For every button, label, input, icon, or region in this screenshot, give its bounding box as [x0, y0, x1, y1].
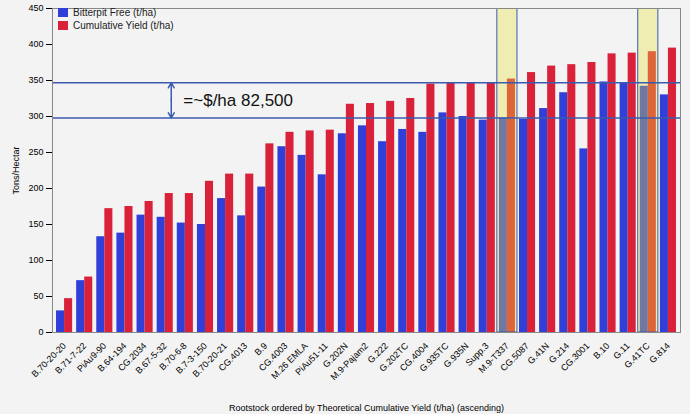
svg-text:450: 450 [28, 3, 43, 13]
svg-text:B.71-7-22: B.71-7-22 [53, 340, 89, 376]
svg-text:CG.5087: CG.5087 [498, 341, 531, 374]
svg-text:200: 200 [28, 183, 43, 193]
svg-text:PiAu9-90: PiAu9-90 [75, 340, 109, 374]
svg-text:=~$/ha 82,500: =~$/ha 82,500 [183, 91, 293, 110]
svg-text:B.7-3-150: B.7-3-150 [173, 340, 209, 376]
svg-text:B.70-6-8: B.70-6-8 [157, 340, 189, 373]
html-text:Cumulative Yield (t/ha): Cumulative Yield (t/ha) [73, 20, 174, 31]
svg-text:B.70-20-21: B.70-20-21 [190, 340, 230, 380]
svg-text:CG.4003: CG.4003 [256, 340, 290, 374]
svg-text:G.41TC: G.41TC [622, 340, 652, 370]
svg-text:M.9-T337: M.9-T337 [476, 340, 511, 375]
svg-text:Supp.3: Supp.3 [463, 340, 491, 368]
svg-text:M.9-Pajam2: M.9-Pajam2 [329, 341, 370, 382]
svg-text:CG.3001: CG.3001 [559, 341, 592, 374]
svg-text:400: 400 [28, 39, 43, 49]
svg-text:G.202N: G.202N [320, 340, 350, 370]
svg-text:G.202TC: G.202TC [377, 340, 411, 374]
svg-text:B.10: B.10 [591, 341, 611, 361]
svg-text:50: 50 [33, 291, 43, 301]
svg-text:CG.2034: CG.2034 [116, 340, 149, 374]
svg-text:CG.4013: CG.4013 [217, 341, 250, 374]
svg-text:PiAu51-11: PiAu51-11 [293, 340, 330, 377]
svg-text:100: 100 [28, 255, 43, 265]
html-text:Bitterpit Free (t/ha): Bitterpit Free (t/ha) [73, 7, 157, 18]
svg-text:G.222: G.222 [365, 340, 391, 366]
svg-text:0: 0 [38, 327, 43, 337]
svg-text:Tons/Hectar: Tons/Hectar [11, 146, 21, 194]
svg-text:G.11: G.11 [611, 340, 632, 362]
svg-text:G.41N: G.41N [526, 341, 551, 366]
svg-text:M.26 EMLA: M.26 EMLA [269, 340, 310, 381]
svg-text:B.9: B.9 [253, 341, 270, 358]
svg-text:G.935N: G.935N [442, 341, 471, 370]
svg-text:Rootstock ordered by Theoretic: Rootstock ordered by Theoretical Cumulat… [229, 403, 504, 413]
svg-text:150: 150 [28, 219, 43, 229]
svg-text:G.935TC: G.935TC [418, 340, 451, 373]
svg-text:G.214: G.214 [546, 340, 572, 366]
svg-text:B.64-194: B.64-194 [95, 340, 129, 374]
svg-text:B.70-20-20: B.70-20-20 [29, 340, 68, 380]
svg-text:CG.4004: CG.4004 [397, 340, 431, 374]
svg-text:G.814: G.814 [647, 341, 671, 365]
svg-text:350: 350 [28, 75, 43, 85]
svg-text:B.67-5-32: B.67-5-32 [133, 340, 169, 376]
svg-text:250: 250 [28, 147, 43, 157]
svg-text:300: 300 [28, 111, 43, 121]
